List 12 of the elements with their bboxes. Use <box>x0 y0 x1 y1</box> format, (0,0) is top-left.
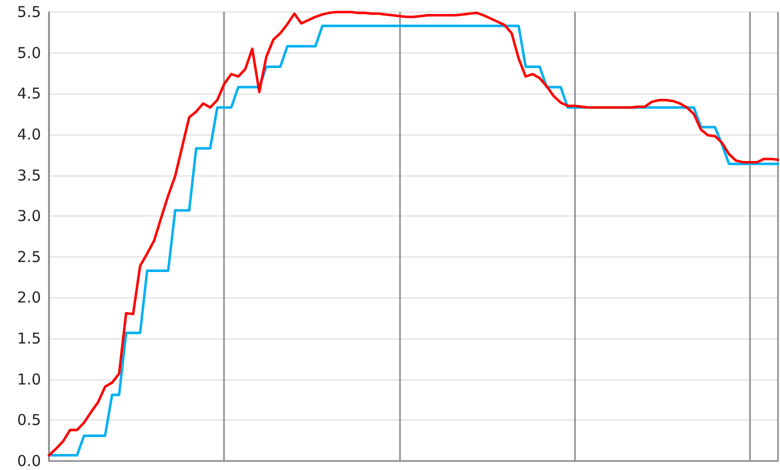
y-tick-label: 1.5 <box>17 330 41 348</box>
y-tick-label: 3.0 <box>17 207 41 226</box>
y-tick-label: 3.5 <box>17 166 41 184</box>
y-tick-label: 2.5 <box>17 248 41 266</box>
y-tick-label: 0.0 <box>17 452 41 470</box>
y-tick-label: 4.0 <box>17 125 41 144</box>
y-tick-label: 1.0 <box>17 370 41 388</box>
y-tick-label: 5.5 <box>17 3 41 21</box>
y-tick-label: 2.0 <box>17 288 41 307</box>
y-tick-label: 4.5 <box>17 84 41 103</box>
y-tick-label: 5.0 <box>17 44 41 62</box>
y-tick-label: 0.5 <box>17 411 41 430</box>
